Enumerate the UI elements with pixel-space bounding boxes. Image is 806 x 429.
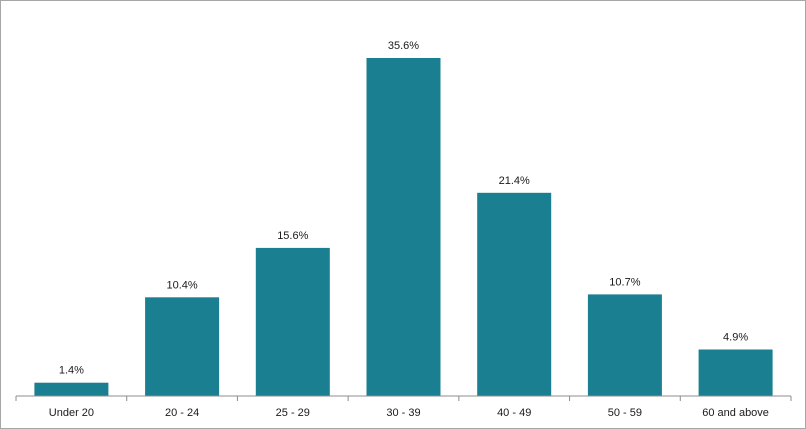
x-ticks-group xyxy=(15,396,792,401)
category-label-6: 60 and above xyxy=(702,407,769,419)
bar-4 xyxy=(477,192,552,396)
bar-0 xyxy=(34,382,109,396)
value-labels-group: 1.4% 10.4% 15.6% 35.6% 21.4% 10.7% 4.9% xyxy=(59,40,748,377)
value-label-5: 10.7% xyxy=(609,276,640,288)
category-label-3: 30 - 39 xyxy=(386,407,420,419)
bar-5 xyxy=(587,294,662,396)
value-label-0: 1.4% xyxy=(59,365,84,377)
category-label-5: 50 - 59 xyxy=(608,407,642,419)
category-label-1: 20 - 24 xyxy=(165,407,199,419)
category-label-2: 25 - 29 xyxy=(276,407,310,419)
value-label-1: 10.4% xyxy=(166,279,197,291)
category-labels-group: Under 20 20 - 24 25 - 29 30 - 39 40 - 49 50 -… xyxy=(49,407,769,419)
category-label-4: 40 - 49 xyxy=(497,407,531,419)
value-label-6: 4.9% xyxy=(723,332,748,344)
category-label-0: Under 20 xyxy=(49,407,94,419)
bar-6 xyxy=(698,349,773,396)
bar-3 xyxy=(366,58,441,396)
bars-group xyxy=(34,58,773,396)
value-label-2: 15.6% xyxy=(277,230,308,242)
value-label-4: 21.4% xyxy=(499,175,530,187)
value-label-3: 35.6% xyxy=(388,40,419,52)
bar-1 xyxy=(145,297,220,396)
bar-2 xyxy=(255,247,330,396)
